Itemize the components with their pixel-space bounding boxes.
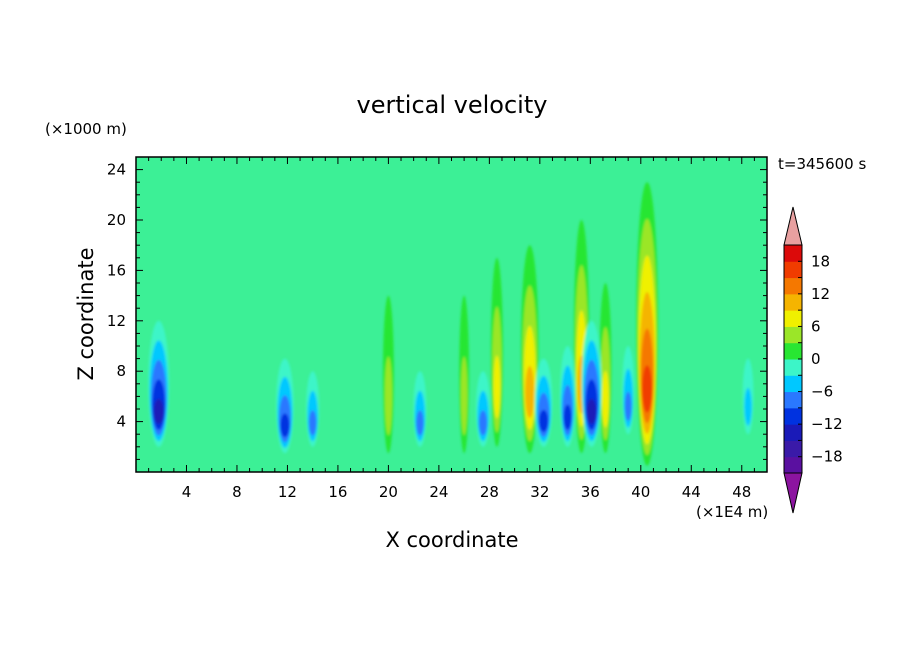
y-tick-label: 24 [107,161,126,179]
colorbar-label: 0 [811,350,821,368]
velocity-cell-4 [382,295,394,454]
velocity-cell-14 [306,371,320,447]
colorbar-under-triangle [783,472,803,514]
velocity-cell-0 [636,182,659,466]
colorbar-segment [784,391,802,409]
velocity-cell-7 [148,320,170,447]
colorbar-label: −18 [811,448,843,466]
velocity-cell-2 [520,245,539,454]
colorbar-label: 18 [811,252,830,270]
x-tick-label: 32 [530,483,549,501]
velocity-contour [602,370,609,428]
x-tick-label: 4 [182,483,192,501]
velocity-cell-6 [599,283,612,454]
plot-background [136,157,767,472]
y-ticks: 4 8 12 16 20 24 [107,161,767,460]
velocity-contour [525,366,535,419]
y-axis-label: Z coordinate [74,247,98,380]
velocity-contour [280,413,290,438]
x-tick-label: 12 [278,483,297,501]
x-tick-label: 20 [379,483,398,501]
velocity-cell-9 [534,358,553,447]
velocity-cell-15 [622,346,635,435]
velocity-contour [308,410,317,436]
velocity-contour [642,365,653,413]
velocity-contour [460,356,468,436]
colorbar-segment [784,424,802,441]
velocity-cell-16 [742,358,754,435]
velocity-cell-12 [475,371,491,447]
velocity-field [148,182,754,466]
x-unit-label: (×1E4 m) [696,503,768,521]
velocity-cell-11 [276,358,294,454]
colorbar-segment [784,375,802,393]
velocity-contour [539,409,549,432]
velocity-contour [153,398,164,425]
y-tick-label: 8 [116,362,126,380]
velocity-contour [586,398,597,425]
x-tick-label: 28 [480,483,499,501]
x-tick-label: 36 [581,483,600,501]
x-tick-label: 44 [682,483,701,501]
y-tick-label: 4 [116,413,126,431]
x-tick-label: 8 [232,483,242,501]
colorbar-label: −12 [811,415,843,433]
colorbar-over-triangle [783,206,803,246]
colorbar-segment [784,261,802,279]
velocity-cell-3 [490,257,503,447]
x-tick-label: 24 [429,483,448,501]
y-tick-label: 16 [107,261,126,279]
velocity-contour [563,404,572,430]
colorbar-segment [784,456,802,474]
x-tick-label: 40 [631,483,650,501]
velocity-contour [744,387,752,426]
colorbar-segment [784,310,802,327]
velocity-contour [416,410,424,436]
plot-area [136,157,767,472]
colorbar-segment [784,277,802,295]
colorbar-segment [784,359,802,376]
colorbar-segment [784,440,802,458]
colorbar-segment [784,407,802,425]
colorbar-segment [784,342,802,360]
velocity-contour [478,410,488,436]
y-unit-label: (×1000 m) [45,120,127,138]
x-tick-label: 48 [732,483,751,501]
colorbar-label: 6 [811,317,821,335]
x-tick-label: 16 [328,483,347,501]
colorbar-segment [784,245,802,262]
velocity-contour [624,391,632,421]
velocity-cell-13 [413,371,427,447]
colorbar-segment [784,293,802,311]
colorbar: −18 −12 −6 0 6 12 18 [783,206,843,514]
velocity-cell-5 [459,295,470,454]
y-tick-label: 20 [107,211,126,229]
colorbar-label: −6 [811,383,833,401]
chart-title: vertical velocity [357,91,548,119]
velocity-contour [384,356,393,436]
y-tick-label: 12 [107,312,126,330]
colorbar-segment [784,326,802,344]
x-axis-label: X coordinate [385,528,518,552]
velocity-cell-10 [559,346,576,447]
colorbar-label: 12 [811,285,830,303]
velocity-contour [493,355,501,419]
x-ticks: 4 8 12 16 20 24 28 32 36 40 44 48 [148,157,755,501]
time-label: t=345600 s [778,155,866,173]
velocity-cell-8 [581,320,602,447]
